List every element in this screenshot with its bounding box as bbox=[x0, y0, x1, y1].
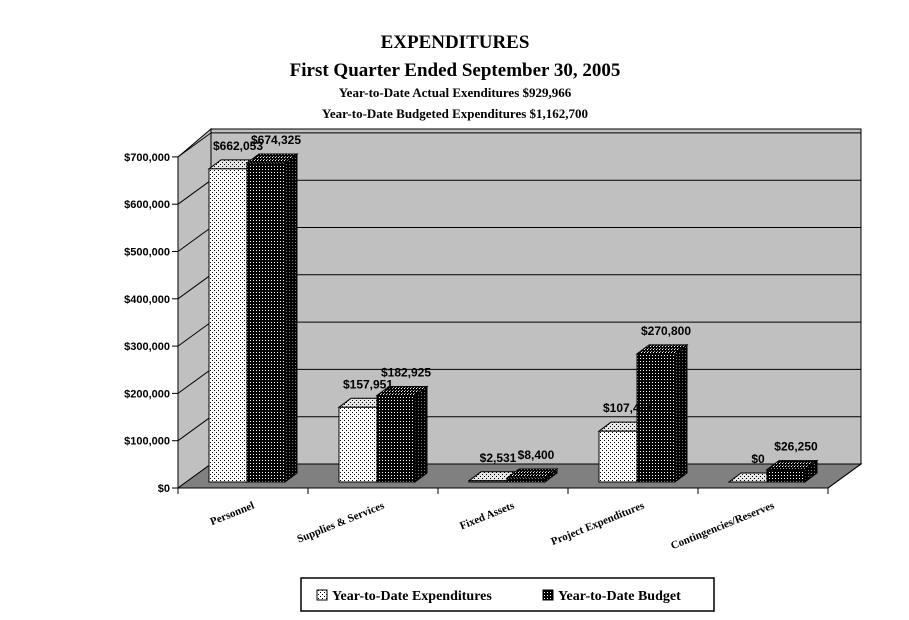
chart-subtitle-line-1: Year-to-Date Actual Exenditures $929,966 bbox=[339, 85, 572, 100]
bar-side bbox=[284, 153, 298, 483]
gridline-side bbox=[177, 321, 212, 347]
chart-subtitle-line-2: Year-to-Date Budgeted Expenditures $1,16… bbox=[322, 106, 588, 121]
floor-right-edge bbox=[827, 463, 862, 489]
y-tick-label: $700,000 bbox=[124, 152, 170, 164]
y-tick-label: $500,000 bbox=[124, 247, 170, 259]
chart-title: EXPENDITURES bbox=[381, 32, 530, 53]
x-tick-label: Personnel bbox=[209, 500, 257, 529]
gridline-side bbox=[177, 132, 212, 158]
back-wall bbox=[210, 128, 862, 465]
bar-front bbox=[636, 353, 676, 483]
bar bbox=[765, 459, 819, 483]
bar-front bbox=[468, 480, 508, 483]
legend-label-series-1: Year-to-Date Expenditures bbox=[332, 589, 492, 604]
bar bbox=[505, 468, 559, 483]
x-tick-label: Contingencies/Reserves bbox=[669, 499, 777, 552]
y-axis: $0 $100,000 $200,000 $300,000 $400,000 $500,0… bbox=[124, 152, 179, 495]
legend-label-series-2: Year-to-Date Budget bbox=[558, 589, 681, 604]
bar-front bbox=[246, 162, 286, 483]
gridline-side bbox=[177, 179, 212, 205]
bar-front bbox=[338, 406, 378, 483]
gridline-side bbox=[177, 368, 212, 394]
gridline-side bbox=[177, 227, 212, 252]
data-label: $8,400 bbox=[518, 448, 555, 462]
y-tick-label: $200,000 bbox=[124, 388, 170, 400]
plot-area bbox=[176, 127, 863, 489]
data-label: $2,531 bbox=[480, 451, 517, 465]
bar-front bbox=[208, 168, 248, 483]
x-tick-label: Supplies & Services bbox=[295, 499, 386, 545]
bar-front bbox=[766, 469, 806, 483]
bar bbox=[375, 385, 429, 483]
x-tick-label: Project Expenditures bbox=[549, 499, 646, 548]
gridline-side bbox=[177, 274, 212, 300]
legend-box bbox=[300, 577, 715, 612]
legend-swatch-series-1 bbox=[316, 589, 328, 601]
legend: Year-to-Date Expenditures Year-to-Date B… bbox=[300, 577, 715, 612]
data-label: $0 bbox=[751, 452, 765, 466]
y-tick-label: $600,000 bbox=[124, 199, 170, 211]
data-label: $662,053 bbox=[213, 139, 263, 153]
y-tick-label: $100,000 bbox=[124, 436, 170, 448]
legend-swatch-series-2 bbox=[542, 589, 554, 601]
data-label: $674,325 bbox=[251, 133, 301, 147]
data-label: $107,431 bbox=[603, 401, 653, 415]
y-tick-label: $300,000 bbox=[124, 341, 170, 353]
bar-side bbox=[414, 385, 428, 483]
bar bbox=[635, 343, 689, 483]
bar-side bbox=[674, 343, 688, 483]
data-label: $157,951 bbox=[343, 377, 393, 391]
data-label: $182,925 bbox=[381, 365, 431, 379]
y-tick-label: $400,000 bbox=[124, 294, 170, 306]
chart-subtitle: First Quarter Ended September 30, 2005 bbox=[290, 60, 621, 81]
bar-front bbox=[598, 430, 638, 483]
bars bbox=[207, 153, 819, 483]
y-tick-label: $0 bbox=[158, 483, 170, 495]
bar-front bbox=[506, 477, 546, 483]
bar bbox=[245, 153, 299, 483]
gridline-side bbox=[177, 416, 212, 442]
data-label: $270,800 bbox=[641, 324, 691, 338]
bar-front bbox=[376, 394, 416, 483]
side-wall bbox=[177, 127, 212, 489]
x-tick-label: Fixed Assets bbox=[458, 499, 517, 532]
data-label: $26,250 bbox=[774, 440, 818, 454]
data-labels: $662,053$674,325 $157,951$182,925 $2,531 $8… bbox=[213, 133, 818, 466]
grid-lines bbox=[177, 132, 861, 442]
